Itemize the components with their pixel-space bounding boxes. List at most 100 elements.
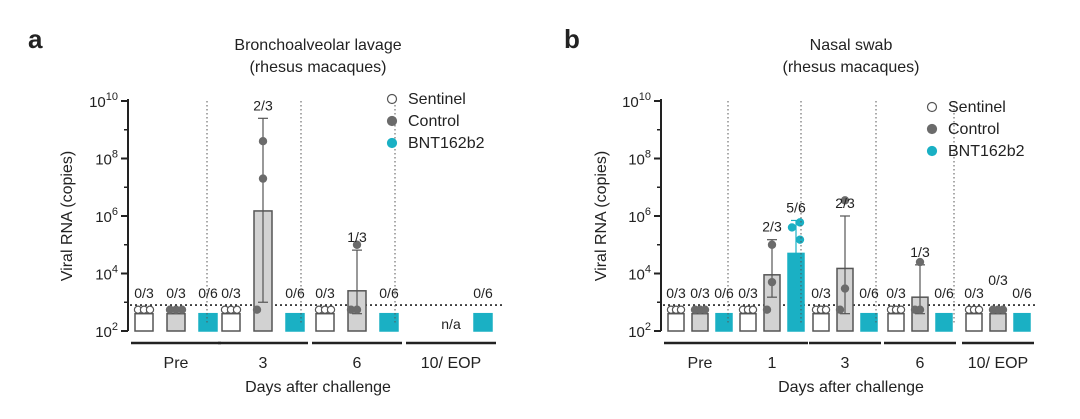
positive-fraction-label: 0/3: [690, 285, 710, 301]
y-tick-label: 104: [628, 264, 651, 284]
positive-fraction-label: 0/6: [714, 285, 734, 301]
positive-fraction-label: 2/3: [762, 219, 782, 235]
bar-bnt162b2: [935, 312, 953, 332]
positive-fraction-label: 0/3: [964, 285, 984, 301]
data-point: [974, 305, 984, 314]
x-axis-title: Days after challenge: [245, 379, 391, 396]
chart-title: Nasal swab: [810, 37, 893, 54]
bar-bnt162b2: [198, 312, 218, 332]
positive-fraction-label: 0/3: [221, 285, 241, 301]
legend-marker: [386, 137, 398, 149]
positive-fraction-label: 0/3: [166, 285, 186, 301]
data-point: [821, 305, 831, 314]
group-label: 10/ EOP: [968, 355, 1028, 372]
bar-bnt162b2: [285, 312, 305, 332]
positive-fraction-label: 0/3: [811, 285, 831, 301]
data-point: [326, 305, 336, 314]
data-point: [352, 305, 362, 314]
data-point: [896, 305, 906, 314]
group-label: 10/ EOP: [421, 355, 481, 372]
data-point: [835, 305, 845, 314]
chart-title: (rhesus macaques): [250, 59, 387, 76]
bar-sentinel: [887, 312, 905, 332]
chart-title: Bronchoalveolar lavage: [234, 37, 401, 54]
positive-fraction-label: 0/6: [473, 285, 493, 301]
positive-fraction-label: 0/3: [134, 285, 154, 301]
y-tick-label: 1010: [89, 91, 118, 111]
group-label: 3: [841, 355, 850, 372]
legend-label: Control: [948, 121, 1000, 138]
bar-bnt162b2: [860, 312, 878, 332]
data-point: [840, 284, 850, 293]
legend-marker: [926, 123, 938, 135]
legend-marker: [386, 93, 398, 105]
positive-fraction-label: 2/3: [835, 195, 855, 211]
group-label: 1: [768, 355, 777, 372]
legend-marker: [926, 101, 938, 113]
data-point: [676, 305, 686, 314]
data-point: [915, 305, 925, 314]
positive-fraction-label: 0/3: [666, 285, 686, 301]
y-tick-label: 108: [95, 149, 118, 169]
y-tick-label: 102: [95, 321, 118, 341]
data-point: [787, 223, 797, 232]
bar-sentinel: [812, 312, 830, 332]
positive-fraction-label: 0/3: [738, 285, 758, 301]
data-point: [762, 305, 772, 314]
positive-fraction-label: 0/6: [379, 285, 399, 301]
y-tick-label: 104: [95, 264, 118, 284]
legend-marker: [926, 145, 938, 157]
data-point: [998, 305, 1008, 314]
data-point: [748, 305, 758, 314]
group-label: 6: [353, 355, 362, 372]
y-tick-label: 106: [95, 206, 118, 226]
bar-sentinel: [315, 312, 335, 332]
positive-fraction-label: 0/6: [859, 285, 879, 301]
chart-panel-b: b Nasal swab (rhesus macaques) 102 104 106 108…: [564, 24, 1038, 396]
y-tick-label: 108: [628, 149, 651, 169]
bar-sentinel: [134, 312, 154, 332]
panel-letter: b: [564, 24, 580, 54]
data-point: [232, 305, 242, 314]
positive-fraction-label: 0/3: [988, 272, 1008, 288]
data-point: [915, 257, 925, 267]
y-tick-label: 1010: [622, 91, 651, 111]
positive-fraction-label: 1/3: [347, 229, 367, 245]
group-label: 3: [259, 355, 268, 372]
y-tick-label: 102: [628, 321, 651, 341]
bar-sentinel: [739, 312, 757, 332]
bar-bnt162b2: [1013, 312, 1031, 332]
chart-title: (rhesus macaques): [783, 59, 920, 76]
x-axis-title: Days after challenge: [778, 379, 924, 396]
bar-control: [691, 312, 709, 332]
data-point: [795, 300, 805, 310]
panel-letter: a: [28, 24, 43, 54]
legend-marker: [386, 115, 398, 127]
bar-control: [989, 312, 1007, 332]
positive-fraction-label: 5/6: [786, 199, 806, 215]
data-point: [145, 305, 155, 314]
legend-label: Sentinel: [408, 91, 466, 108]
data-point: [767, 277, 777, 287]
data-point: [795, 218, 805, 227]
legend-label: BNT162b2: [948, 143, 1025, 160]
bar-sentinel: [965, 312, 983, 332]
group-label: Pre: [688, 355, 713, 372]
legend-label: Control: [408, 113, 460, 130]
data-point: [787, 280, 797, 290]
data-point: [252, 305, 262, 314]
data-point: [700, 305, 710, 314]
data-point: [177, 305, 187, 314]
positive-fraction-label: 2/3: [253, 97, 273, 113]
bar-bnt162b2: [379, 312, 399, 332]
y-axis-title: Viral RNA (copies): [593, 151, 610, 281]
group-label: 6: [916, 355, 925, 372]
positive-fraction-label: 0/6: [285, 285, 305, 301]
bar-bnt162b2: [473, 312, 493, 332]
y-tick-label: 106: [628, 206, 651, 226]
bar-bnt162b2: [715, 312, 733, 332]
y-axis-title: Viral RNA (copies): [59, 151, 76, 281]
data-point: [767, 240, 777, 249]
positive-fraction-label: 1/3: [910, 244, 930, 260]
